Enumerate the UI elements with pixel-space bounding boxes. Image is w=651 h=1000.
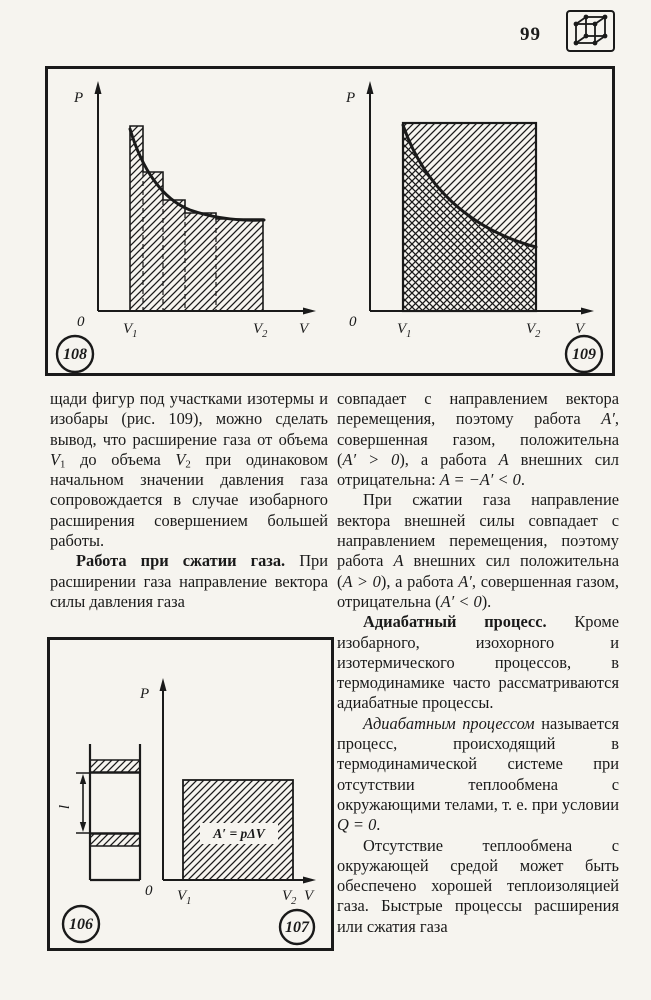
page-number: 99 — [520, 24, 541, 45]
cube-icon — [573, 14, 607, 46]
isotherm-curve — [128, 127, 266, 222]
v1-tick-label: V1 — [177, 888, 191, 907]
p-axis-arrow — [94, 81, 102, 94]
figure-number-circle — [278, 908, 316, 946]
v-axis-label: V — [304, 888, 315, 904]
paragraph: При сжатии газа направление вектора внеш… — [337, 490, 619, 612]
figure-panel-top: P 0 V1 V2 V 108 — [45, 66, 615, 376]
cube-vertices — [573, 14, 607, 46]
math-var: V — [175, 449, 186, 469]
text-run: , совершенная газом, отрицательна ( — [337, 571, 619, 611]
text-run: . — [520, 470, 525, 490]
figure-number-circle — [564, 334, 604, 373]
piston-top — [89, 759, 141, 773]
origin-label: 0 — [77, 314, 85, 330]
text-run: При сжатии газа направление вектора внеш… — [337, 490, 619, 571]
paragraph: Отсутствие теплообмена с окружающей сред… — [337, 836, 619, 937]
axes-109 — [369, 91, 584, 312]
text-column-left: щади фигур под участками изотермы и изоб… — [50, 389, 328, 612]
p-axis-label: P — [139, 686, 149, 702]
arrow-head-down — [79, 822, 87, 832]
paragraph: Адиабатным процессом называется процесс,… — [337, 714, 619, 836]
text-run: При расширении газа направление вектора … — [50, 551, 329, 611]
figure-number-circle — [61, 904, 101, 944]
math-var: A′ — [458, 571, 472, 591]
math-formula: A = −A′ < 0 — [439, 470, 521, 490]
text-run: ), а работа — [399, 449, 499, 469]
chapter-marker-box — [566, 10, 615, 52]
text-run: внешних сил отрицательна: — [337, 449, 619, 490]
math-var: A — [498, 449, 509, 469]
figure-108: P 0 V1 V2 V 108 — [55, 81, 316, 373]
measure-ticks — [76, 772, 140, 834]
isotherm-curve — [401, 123, 538, 249]
text-run: ), а работа — [380, 571, 459, 591]
length-label: l — [57, 805, 73, 809]
bar-separators — [142, 172, 217, 311]
math-subscript: 1 — [60, 458, 66, 471]
text-run: совпадает с направлением вектора перемещ… — [337, 389, 619, 429]
figure-number: 108 — [63, 346, 87, 363]
text-run: . — [376, 815, 381, 835]
math-var: A′ — [601, 409, 615, 429]
axes-108 — [97, 91, 306, 312]
math-formula: A′ < 0 — [440, 591, 482, 611]
p-axis-label: P — [73, 90, 83, 106]
axes-107 — [162, 688, 306, 881]
math-var: A — [393, 551, 404, 571]
v-axis-label: V — [575, 321, 586, 337]
v1-tick-label: V1 — [123, 321, 137, 340]
v-axis-label: V — [299, 321, 310, 337]
paragraph: Работа при сжатии газа. При расширении г… — [50, 551, 328, 612]
pv-diagrams-108-109: P 0 V1 V2 V 108 — [55, 81, 604, 373]
piston-bottom — [89, 833, 141, 847]
origin-label: 0 — [349, 314, 357, 330]
p-axis-arrow — [366, 81, 374, 94]
v1-tick-label: V1 — [397, 321, 411, 340]
figure-107: A′ = pΔV P 0 V1 V2 V 107 — [139, 678, 316, 946]
figure-number: 109 — [572, 346, 596, 363]
figure-number: 107 — [285, 919, 310, 936]
figure-number-circle — [55, 334, 95, 373]
paragraph: Адиабатный процесс. Кроме изобарного, из… — [337, 612, 619, 713]
italic-term-inline: Адиабатным процессом — [363, 713, 535, 733]
v-axis-arrow — [303, 876, 316, 884]
paragraph: щади фигур под участками изотермы и изоб… — [50, 389, 328, 551]
text-run: , совершенная газом, положительна ( — [337, 409, 619, 469]
arrow-head-up — [79, 774, 87, 784]
v-axis-arrow — [581, 307, 594, 315]
text-run: щади фигур под участками изотермы и изоб… — [50, 389, 328, 449]
figure-109: P 0 V1 V2 V 109 — [345, 81, 604, 373]
label-knockout — [200, 823, 278, 844]
text-run: Отсутствие теплообмена с окружающей сред… — [337, 835, 619, 936]
text-run: называется процесс, происходящий в термо… — [337, 713, 619, 814]
origin-label: 0 — [145, 883, 153, 899]
text-run: Кроме изобарного, изохорного и изотермич… — [337, 612, 619, 713]
diagrams-106-107: l 106 A′ = pΔV P 0 V1 V2 V — [57, 678, 316, 946]
math-var: V — [50, 449, 61, 469]
math-formula: A′ > 0 — [342, 449, 400, 469]
math-formula: A > 0 — [342, 571, 381, 591]
bold-heading-inline: Адиабатный процесс. — [363, 612, 547, 632]
bold-heading-inline: Работа при сжатии газа. — [76, 551, 286, 571]
v-axis-arrow — [303, 307, 316, 315]
v2-tick-label: V2 — [282, 888, 297, 907]
work-formula-label: A′ = pΔV — [212, 826, 265, 841]
text-run: до объема — [65, 449, 176, 469]
v2-tick-label: V2 — [526, 321, 541, 340]
figure-number: 106 — [69, 916, 93, 933]
math-formula: Q = 0 — [337, 815, 377, 835]
paragraph: совпадает с направлением вектора перемещ… — [337, 389, 619, 490]
p-axis-label: P — [345, 90, 355, 106]
text-column-right: совпадает с направлением вектора перемещ… — [337, 389, 619, 937]
v2-tick-label: V2 — [253, 321, 268, 340]
math-subscript: 2 — [185, 458, 191, 471]
text-run: ). — [481, 591, 492, 611]
text-run: при одинаковом начальном значении давлен… — [50, 449, 328, 551]
figure-panel-bottom: l 106 A′ = pΔV P 0 V1 V2 V — [47, 637, 334, 951]
p-axis-arrow — [159, 678, 167, 691]
figure-106: l 106 — [57, 744, 142, 944]
text-run: внешних сил положительна ( — [337, 551, 619, 591]
